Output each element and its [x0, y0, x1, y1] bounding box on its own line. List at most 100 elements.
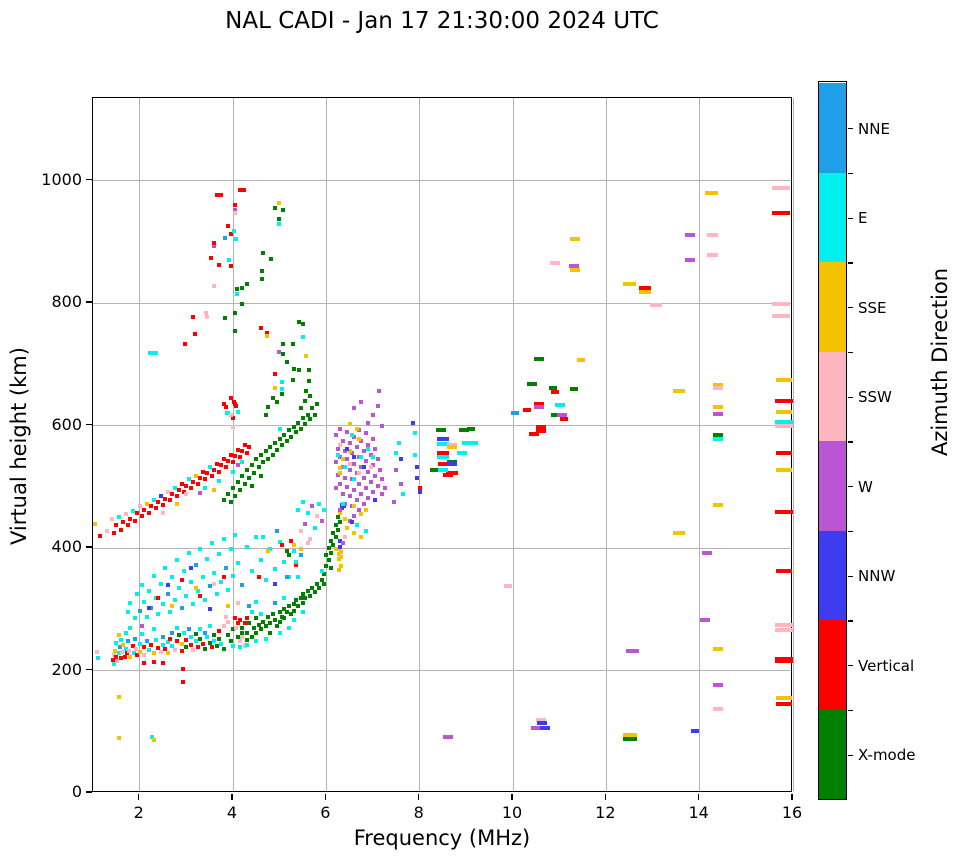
- scatter-point-x-mode: [261, 460, 266, 465]
- scatter-point-sse: [337, 547, 342, 552]
- scatter-point-x-mode: [287, 604, 291, 609]
- scatter-point-x-mode: [277, 437, 282, 442]
- scatter-point-x-mode: [315, 581, 319, 586]
- x-gridline: [699, 98, 701, 791]
- colorbar-segment-e: [819, 171, 846, 262]
- scatter-point-x-mode: [294, 598, 298, 603]
- scatter-point-w: [359, 438, 364, 443]
- scatter-point-sse: [339, 549, 344, 554]
- scatter-point-x-mode: [273, 617, 277, 622]
- scatter-point-vertical: [119, 656, 123, 661]
- scatter-point-sse: [337, 568, 342, 573]
- scatter-point-ssw: [343, 535, 347, 540]
- scatter-point-e: [161, 602, 165, 607]
- scatter-point-e: [319, 569, 324, 574]
- scatter-point-nne: [247, 604, 252, 609]
- scatter-point-vertical: [156, 596, 161, 601]
- scatter-point-e: [554, 403, 565, 408]
- scatter-point-sse: [337, 557, 342, 562]
- scatter-point-vertical: [221, 575, 226, 580]
- scatter-point-ssw: [205, 314, 210, 319]
- scatter-point-nne: [161, 634, 165, 639]
- scatter-point-x-mode: [308, 593, 312, 598]
- scatter-point-e: [177, 585, 182, 590]
- scatter-point-w: [347, 440, 352, 445]
- scatter-point-e: [470, 440, 479, 445]
- scatter-point-x-mode: [203, 647, 207, 652]
- x-tick: [417, 794, 420, 800]
- scatter-point-vertical: [442, 472, 453, 477]
- scatter-point-nnw: [350, 520, 354, 525]
- scatter-point-e: [227, 257, 232, 262]
- scatter-point-w: [378, 467, 382, 472]
- scatter-point-vertical: [437, 451, 449, 456]
- scatter-point-e: [219, 642, 224, 647]
- x-tick: [604, 794, 607, 800]
- scatter-point-w: [338, 481, 343, 486]
- scatter-point-x-mode: [459, 427, 469, 432]
- scatter-point-vertical: [775, 451, 792, 456]
- scatter-point-ssw: [142, 653, 147, 658]
- scatter-point-e: [135, 591, 140, 596]
- scatter-point-x-mode: [289, 612, 294, 617]
- scatter-point-sse: [266, 549, 270, 554]
- scatter-point-e: [147, 588, 151, 593]
- x-tick: [324, 794, 327, 800]
- scatter-point-nnw: [399, 457, 403, 462]
- scatter-point-vertical: [280, 543, 284, 547]
- scatter-point-vertical: [228, 452, 233, 457]
- scatter-point-x-mode: [254, 616, 259, 621]
- scatter-point-w: [361, 501, 366, 506]
- scatter-point-sse: [713, 647, 724, 652]
- scatter-point-x-mode: [305, 588, 310, 593]
- scatter-point-ssw: [158, 650, 163, 655]
- scatter-point-x-mode: [280, 208, 285, 213]
- scatter-point-x-mode: [303, 422, 308, 427]
- scatter-point-e: [112, 662, 116, 667]
- scatter-point-w: [140, 624, 144, 629]
- scatter-point-e: [151, 498, 156, 503]
- scatter-point-nnw: [207, 607, 212, 612]
- scatter-point-sse: [116, 633, 121, 638]
- scatter-point-e: [296, 508, 301, 513]
- scatter-point-e: [132, 651, 137, 656]
- scatter-point-ssw: [221, 624, 226, 629]
- scatter-point-x-mode: [231, 486, 235, 491]
- scatter-point-x-mode: [221, 647, 226, 652]
- scatter-point-w: [352, 434, 357, 439]
- scatter-point-vertical: [259, 326, 263, 331]
- scatter-point-w: [357, 481, 361, 486]
- scatter-point-x-mode: [333, 522, 338, 527]
- scatter-point-w: [701, 550, 712, 555]
- scatter-point-x-mode: [284, 438, 289, 443]
- scatter-point-nne: [240, 582, 245, 587]
- scatter-point-e: [226, 587, 231, 592]
- scatter-point-vertical: [126, 522, 130, 527]
- scatter-point-w: [380, 477, 385, 482]
- scatter-point-ssw: [234, 626, 239, 631]
- scatter-point-w: [371, 463, 375, 468]
- scatter-point-nnw: [415, 475, 420, 480]
- scatter-point-vertical: [128, 516, 133, 521]
- scatter-point-e: [193, 639, 198, 644]
- scatter-point-sse: [359, 535, 364, 540]
- scatter-point-sse: [623, 281, 637, 286]
- scatter-point-e: [282, 596, 287, 601]
- scatter-point-vertical: [217, 469, 221, 474]
- scatter-point-sse: [265, 334, 270, 339]
- scatter-point-sse: [175, 501, 179, 506]
- scatter-point-e: [291, 618, 296, 623]
- colorbar-segment-vertical: [819, 619, 846, 710]
- scatter-point-vertical: [238, 617, 242, 622]
- scatter-point-w: [338, 508, 343, 513]
- scatter-point-ssw: [233, 211, 238, 216]
- scatter-point-vertical: [533, 402, 544, 407]
- scatter-point-w: [340, 465, 345, 470]
- scatter-point-ssw: [242, 644, 247, 649]
- scatter-point-e: [343, 465, 347, 470]
- scatter-point-x-mode: [308, 394, 312, 399]
- scatter-point-e: [210, 541, 214, 546]
- scatter-point-e: [273, 567, 277, 572]
- scatter-point-vertical: [200, 642, 205, 647]
- scatter-point-w: [333, 486, 338, 491]
